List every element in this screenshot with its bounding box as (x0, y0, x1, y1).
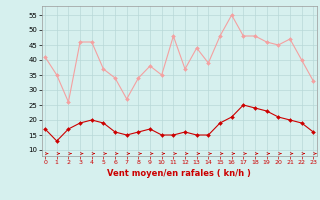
X-axis label: Vent moyen/en rafales ( kn/h ): Vent moyen/en rafales ( kn/h ) (107, 169, 251, 178)
